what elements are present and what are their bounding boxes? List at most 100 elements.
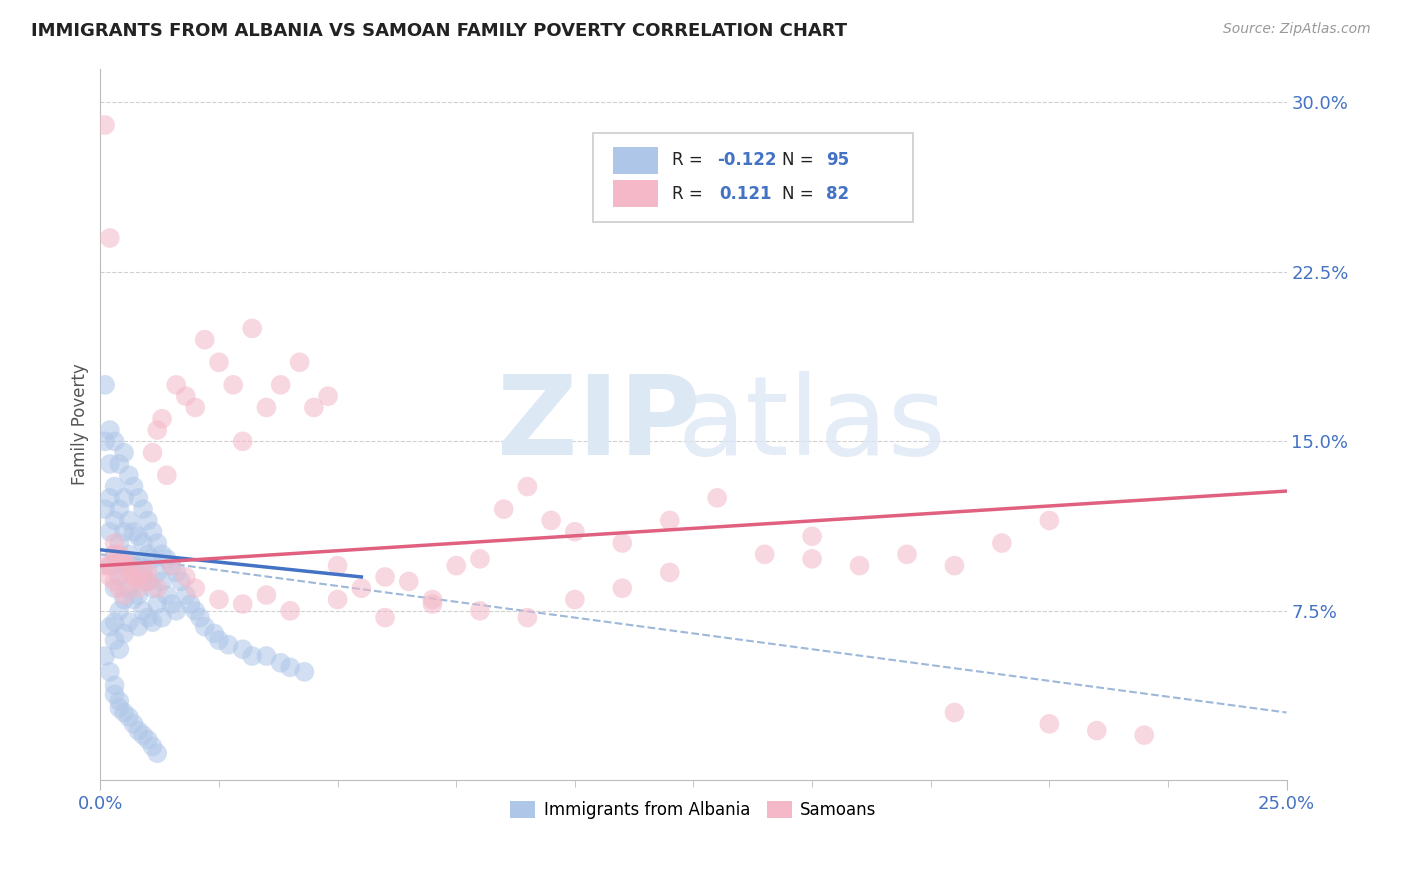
Point: [516, 479, 538, 493]
Point: [1038, 513, 1060, 527]
Point: [108, 457, 131, 471]
Point: [658, 566, 681, 580]
Point: [98, 620, 121, 634]
Point: [118, 513, 141, 527]
Point: [326, 592, 349, 607]
Point: [1038, 716, 1060, 731]
Point: [118, 710, 141, 724]
Point: [278, 604, 301, 618]
Point: [540, 513, 562, 527]
Point: [278, 660, 301, 674]
Point: [127, 620, 149, 634]
Point: [146, 746, 169, 760]
Point: [98, 423, 121, 437]
Point: [270, 656, 292, 670]
Point: [146, 566, 169, 580]
Point: [160, 597, 183, 611]
Point: [896, 547, 918, 561]
Point: [94, 118, 117, 132]
Point: [127, 588, 149, 602]
Point: [943, 706, 966, 720]
Point: [112, 626, 135, 640]
Point: [801, 552, 824, 566]
Point: [141, 581, 163, 595]
Text: atlas: atlas: [678, 371, 946, 478]
Point: [194, 620, 217, 634]
Point: [141, 552, 163, 566]
Point: [141, 524, 163, 539]
Point: [658, 513, 681, 527]
Point: [232, 434, 254, 449]
Point: [112, 592, 135, 607]
Point: [150, 574, 173, 589]
Point: [103, 581, 125, 595]
Text: 95: 95: [827, 152, 849, 169]
Point: [156, 468, 179, 483]
FancyBboxPatch shape: [593, 133, 912, 221]
Point: [136, 566, 159, 580]
Point: [103, 479, 125, 493]
Point: [146, 597, 169, 611]
Point: [292, 665, 315, 679]
Text: N =: N =: [782, 152, 814, 169]
Point: [136, 610, 159, 624]
Point: [103, 615, 125, 629]
Point: [103, 574, 125, 589]
Legend: Immigrants from Albania, Samoans: Immigrants from Albania, Samoans: [503, 794, 883, 825]
Point: [165, 377, 187, 392]
Point: [108, 552, 131, 566]
Point: [94, 648, 117, 663]
Point: [122, 558, 145, 573]
Point: [127, 723, 149, 738]
Point: [136, 574, 159, 589]
Point: [118, 615, 141, 629]
Point: [754, 547, 776, 561]
Bar: [613, 180, 658, 207]
Point: [208, 592, 231, 607]
Text: IMMIGRANTS FROM ALBANIA VS SAMOAN FAMILY POVERTY CORRELATION CHART: IMMIGRANTS FROM ALBANIA VS SAMOAN FAMILY…: [31, 22, 846, 40]
Point: [103, 678, 125, 692]
Point: [146, 536, 169, 550]
Point: [118, 558, 141, 573]
Point: [848, 558, 870, 573]
Point: [564, 592, 586, 607]
Y-axis label: Family Poverty: Family Poverty: [72, 364, 89, 485]
Point: [127, 574, 149, 589]
Text: 82: 82: [827, 185, 849, 202]
Point: [188, 610, 211, 624]
Point: [270, 377, 292, 392]
Point: [492, 502, 515, 516]
Point: [112, 588, 135, 602]
Text: Source: ZipAtlas.com: Source: ZipAtlas.com: [1223, 22, 1371, 37]
Point: [444, 558, 467, 573]
Point: [208, 355, 231, 369]
Point: [127, 581, 149, 595]
Point: [184, 581, 207, 595]
Point: [217, 638, 239, 652]
Point: [943, 558, 966, 573]
Point: [706, 491, 728, 505]
Text: N =: N =: [782, 185, 814, 202]
Point: [108, 642, 131, 657]
Point: [122, 570, 145, 584]
Point: [108, 581, 131, 595]
Point: [108, 536, 131, 550]
Point: [612, 536, 634, 550]
Point: [1133, 728, 1156, 742]
Point: [136, 574, 159, 589]
Point: [108, 604, 131, 618]
Point: [118, 566, 141, 580]
Point: [98, 524, 121, 539]
Point: [165, 604, 187, 618]
Point: [122, 479, 145, 493]
Point: [103, 536, 125, 550]
Point: [122, 716, 145, 731]
Point: [112, 491, 135, 505]
Point: [232, 642, 254, 657]
Point: [108, 502, 131, 516]
Point: [184, 401, 207, 415]
Point: [141, 739, 163, 754]
Point: [374, 610, 396, 624]
Point: [991, 536, 1014, 550]
Text: R =: R =: [672, 185, 703, 202]
